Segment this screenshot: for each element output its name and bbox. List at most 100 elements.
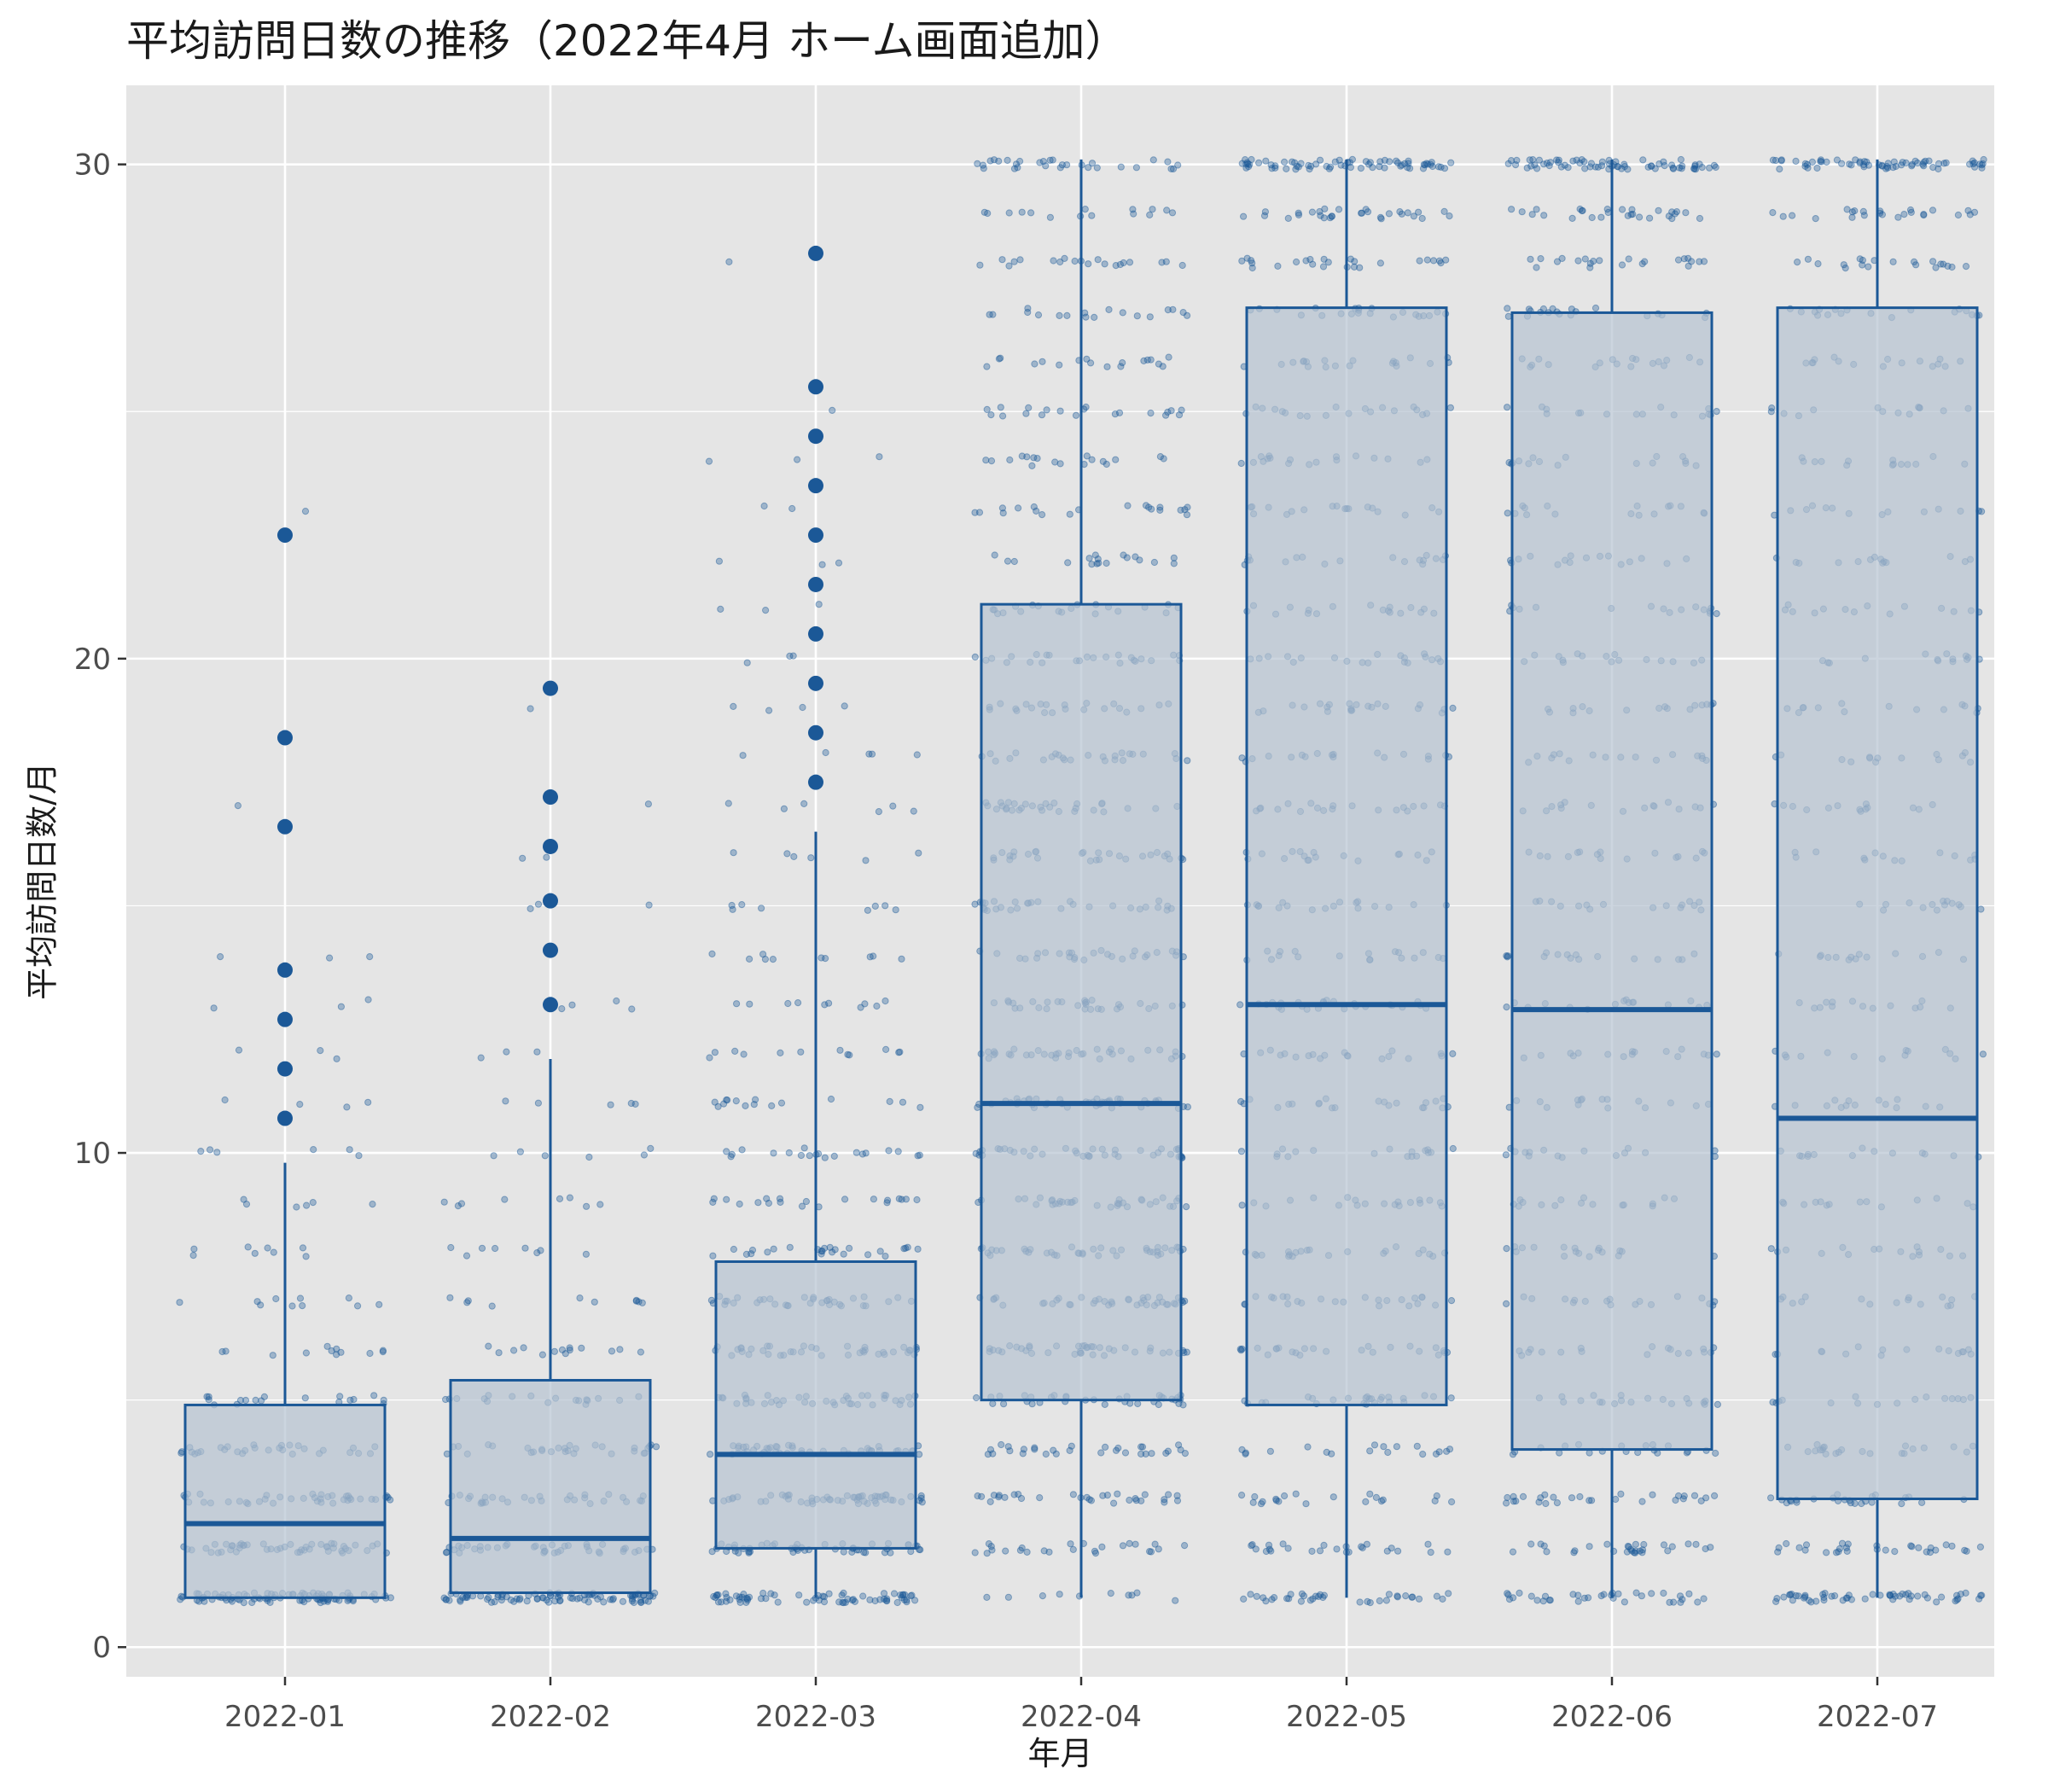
jitter-point (364, 1098, 372, 1106)
jitter-point (1382, 1597, 1391, 1604)
jitter-point (1132, 1540, 1139, 1548)
jitter-point (301, 1394, 309, 1402)
jitter-point (708, 950, 716, 958)
jitter-point (1539, 1597, 1547, 1605)
jitter-point (1350, 263, 1359, 271)
jitter-point (1172, 1597, 1179, 1604)
jitter-point (1366, 1599, 1374, 1607)
jitter-point (1527, 255, 1534, 263)
jitter-point (1119, 309, 1126, 317)
jitter-point (846, 1051, 853, 1059)
jitter-point (1155, 360, 1163, 368)
jitter-point (1413, 1442, 1421, 1450)
jitter-point (1865, 161, 1872, 169)
jitter-point (1978, 161, 1986, 169)
jitter-point (836, 1046, 844, 1054)
jitter-point (1625, 255, 1632, 263)
jitter-point (1253, 1592, 1260, 1600)
jitter-point (1841, 265, 1849, 272)
jitter-point (794, 456, 801, 463)
jitter-point (991, 551, 998, 559)
jitter-point (1713, 1050, 1720, 1058)
jitter-point (1150, 558, 1159, 567)
jitter-point (613, 997, 620, 1005)
jitter-point (1056, 311, 1063, 319)
jitter-point (1938, 1593, 1946, 1601)
jitter-point (1907, 1542, 1915, 1550)
jitter-point (1571, 1547, 1579, 1555)
jitter-point (1666, 1598, 1673, 1606)
jitter-point (1774, 1548, 1782, 1556)
jitter-point (1091, 551, 1099, 559)
jitter-point (1804, 255, 1812, 263)
jitter-point (1362, 206, 1370, 213)
jitter-point (616, 1346, 624, 1353)
jitter-point (799, 703, 806, 712)
jitter-point (485, 1342, 492, 1350)
jitter-point (1088, 212, 1096, 219)
jitter-point (889, 802, 897, 810)
jitter-point (443, 1450, 451, 1457)
jitter-point (713, 1591, 721, 1599)
jitter-point (537, 1247, 544, 1254)
jitter-point (454, 1202, 463, 1210)
jitter-point (1620, 1598, 1629, 1606)
jitter-point (1533, 206, 1540, 213)
jitter-point (457, 1596, 464, 1604)
jitter-point (1033, 507, 1040, 515)
jitter-point (1434, 163, 1443, 171)
jitter-point (1679, 1596, 1686, 1603)
jitter-point (608, 1596, 617, 1603)
jitter-point (1937, 260, 1945, 268)
jitter-point (715, 557, 724, 565)
jitter-point (724, 800, 732, 807)
jitter-point (1066, 1446, 1073, 1455)
jitter-point (1085, 164, 1092, 172)
jitter-point (1440, 207, 1448, 215)
jitter-point (1028, 1400, 1036, 1408)
jitter-point (457, 1597, 464, 1605)
jitter-point (260, 1393, 268, 1401)
jitter-point (1164, 306, 1172, 314)
jitter-point (556, 1195, 564, 1203)
jitter-point (628, 1595, 637, 1603)
jitter-point (1158, 259, 1166, 266)
jitter-point (995, 1493, 1003, 1501)
jitter-point (899, 1098, 907, 1106)
jitter-point (709, 1198, 717, 1207)
jitter-point (1257, 1500, 1265, 1508)
jitter-point (550, 1347, 559, 1355)
jitter-point (1504, 404, 1511, 411)
jitter-point (990, 156, 998, 164)
jitter-point (556, 1597, 564, 1604)
jitter-point (1435, 257, 1444, 265)
jitter-point (1851, 1499, 1859, 1508)
jitter-point (1624, 212, 1632, 219)
jitter-point (213, 1149, 221, 1156)
jitter-point (1808, 158, 1816, 166)
jitter-point (1006, 456, 1014, 464)
jitter-point (1156, 453, 1165, 461)
jitter-point (1585, 1543, 1593, 1551)
jitter-point (1427, 1549, 1434, 1556)
jitter-point (379, 1348, 387, 1356)
jitter-point (1975, 1595, 1983, 1603)
jitter-point (705, 457, 713, 465)
jitter-point (725, 258, 733, 265)
jitter-point (235, 1046, 243, 1054)
jitter-point (1112, 456, 1120, 463)
jitter-point (1574, 1597, 1582, 1605)
jitter-point (1539, 305, 1548, 313)
jitter-point (1927, 1544, 1935, 1552)
jitter-point (1957, 1591, 1964, 1598)
jitter-point (1039, 1592, 1047, 1600)
jitter-point (1024, 305, 1032, 312)
jitter-point (1555, 156, 1562, 164)
outlier-point (808, 245, 823, 261)
jitter-point (538, 1594, 546, 1602)
jitter-point (1923, 1594, 1931, 1602)
jitter-point (917, 1492, 925, 1500)
jitter-point (916, 1546, 924, 1554)
jitter-point (769, 956, 777, 963)
jitter-point (903, 1598, 911, 1606)
